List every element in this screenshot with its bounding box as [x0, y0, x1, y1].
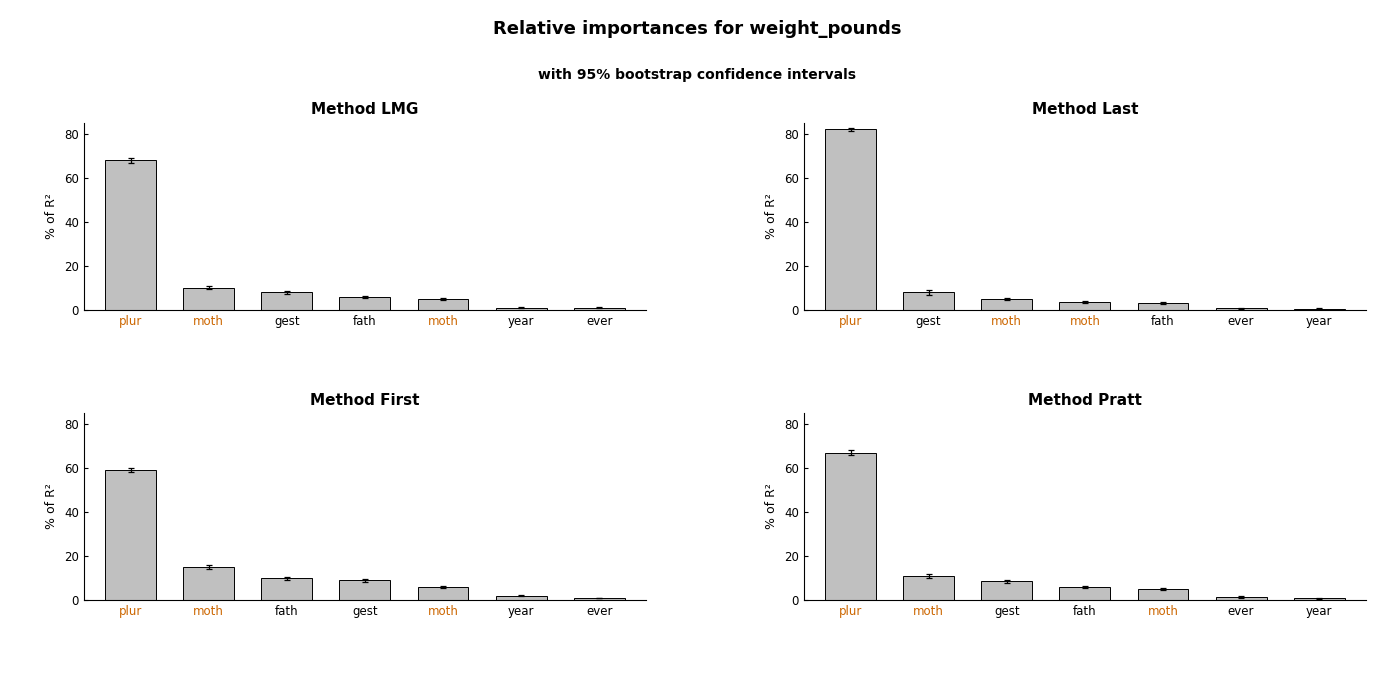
- Bar: [574, 308, 625, 310]
- Bar: [1294, 598, 1345, 600]
- Bar: [825, 453, 875, 600]
- Y-axis label: % of R²: % of R²: [46, 484, 59, 529]
- Bar: [261, 578, 312, 600]
- Text: with 95% bootstrap confidence intervals: with 95% bootstrap confidence intervals: [538, 68, 856, 83]
- Bar: [418, 587, 468, 600]
- Bar: [574, 598, 625, 600]
- Bar: [825, 130, 875, 310]
- Bar: [903, 576, 953, 600]
- Bar: [183, 288, 234, 310]
- Bar: [183, 567, 234, 600]
- Bar: [340, 580, 390, 600]
- Bar: [981, 582, 1032, 600]
- Title: Method Last: Method Last: [1032, 102, 1138, 117]
- Bar: [903, 293, 953, 310]
- Bar: [496, 596, 546, 600]
- Bar: [105, 470, 156, 600]
- Bar: [418, 299, 468, 310]
- Title: Method First: Method First: [309, 393, 420, 408]
- Bar: [1216, 308, 1267, 310]
- Bar: [261, 293, 312, 310]
- Y-axis label: % of R²: % of R²: [765, 194, 778, 239]
- Y-axis label: % of R²: % of R²: [46, 194, 59, 239]
- Bar: [105, 160, 156, 310]
- Title: Method Pratt: Method Pratt: [1027, 393, 1142, 408]
- Bar: [981, 299, 1032, 310]
- Bar: [340, 297, 390, 310]
- Bar: [1138, 303, 1189, 310]
- Text: Relative importances for weight_pounds: Relative importances for weight_pounds: [492, 20, 902, 38]
- Bar: [496, 308, 546, 310]
- Bar: [1294, 309, 1345, 310]
- Bar: [1059, 302, 1110, 310]
- Bar: [1059, 587, 1110, 600]
- Bar: [1216, 597, 1267, 600]
- Y-axis label: % of R²: % of R²: [765, 484, 778, 529]
- Bar: [1138, 589, 1189, 600]
- Title: Method LMG: Method LMG: [311, 102, 418, 117]
